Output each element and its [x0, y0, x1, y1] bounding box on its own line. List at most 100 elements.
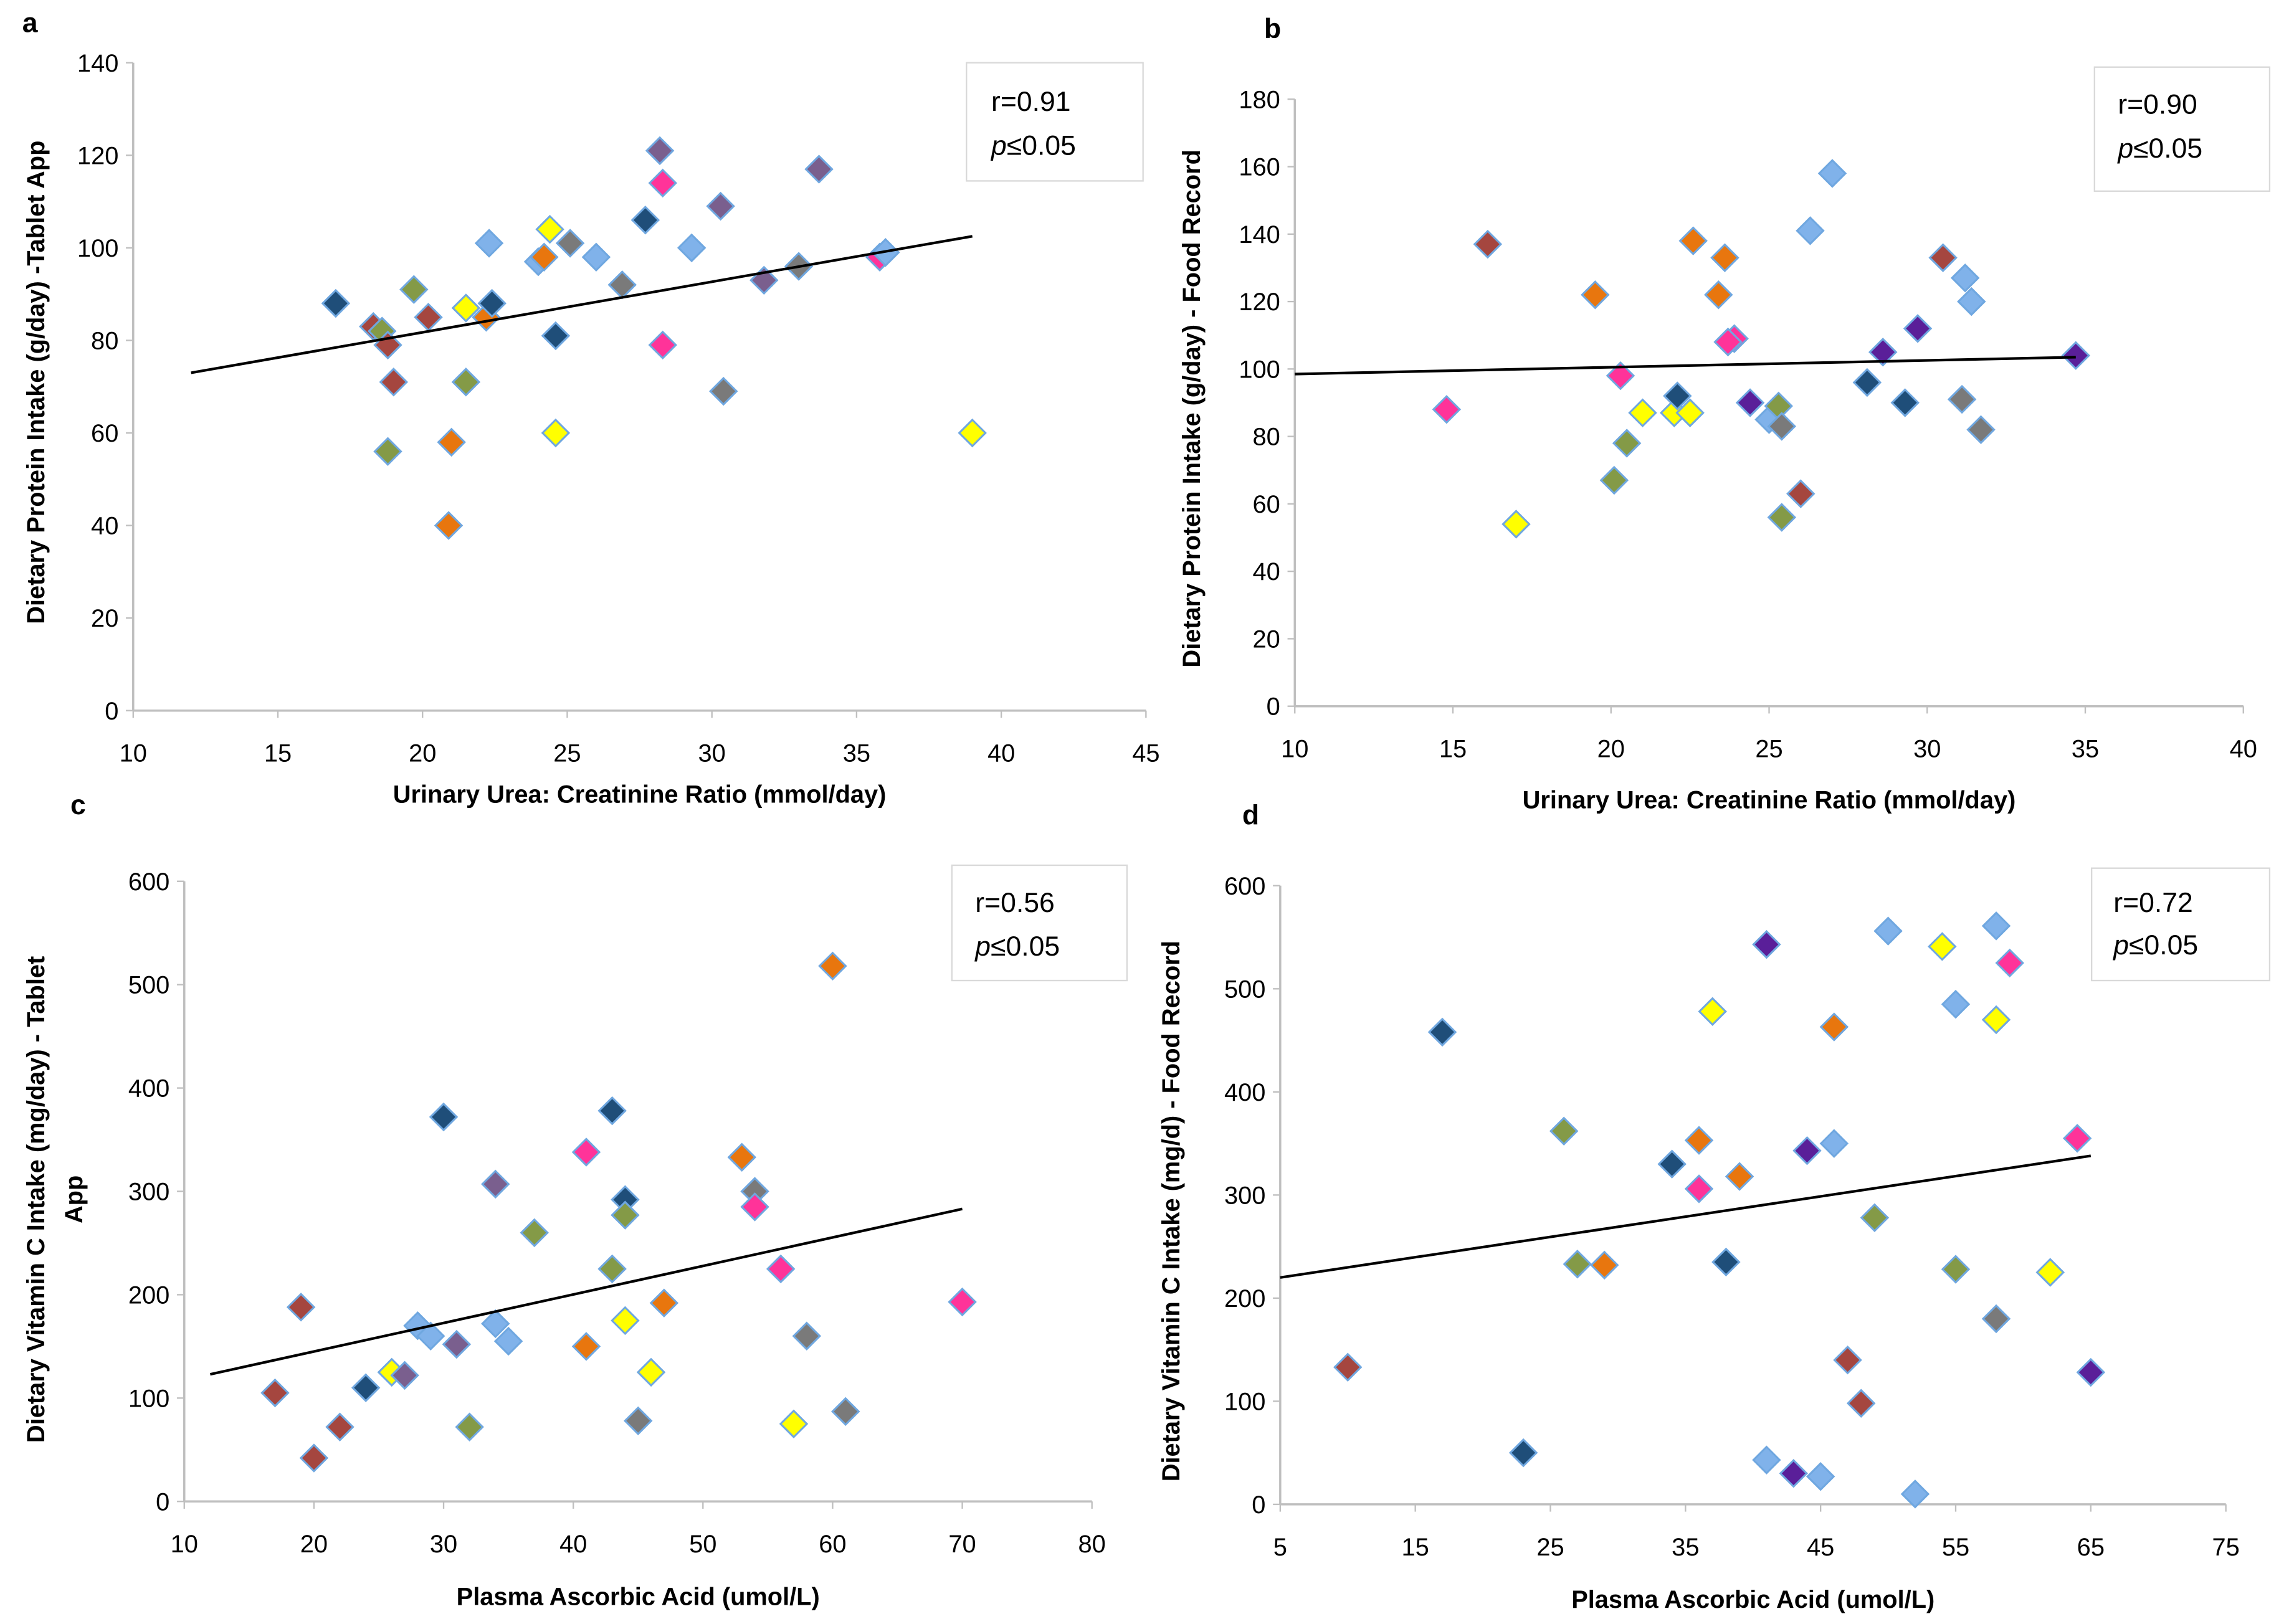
data-point	[451, 293, 481, 323]
panel-label: a	[22, 8, 39, 39]
data-point	[1903, 314, 1933, 343]
x-tick-label: 15	[1402, 1534, 1429, 1561]
data-point	[2061, 341, 2091, 370]
x-tick-label: 20	[1597, 736, 1625, 763]
r-value: r=0.91	[991, 87, 1070, 117]
data-point	[1581, 280, 1610, 310]
y-axis-title: Dietary Vitamin C Intake (mg/day) - Tabl…	[22, 956, 50, 1443]
data-point	[611, 1200, 640, 1230]
data-point	[1806, 1462, 1835, 1491]
x-axis-title: Urinary Urea: Creatinine Ratio (mmol/day…	[393, 781, 887, 808]
data-point	[1752, 929, 1781, 959]
data-point	[1473, 229, 1503, 259]
data-point	[1852, 368, 1882, 397]
stats-box: r=0.56 p≤0.05	[951, 864, 1128, 982]
data-point	[416, 1321, 445, 1351]
data-point	[493, 1326, 523, 1356]
x-tick-label: 70	[948, 1531, 976, 1558]
data-point	[597, 1096, 627, 1126]
y-tick-label: 40	[1253, 558, 1280, 586]
y-tick-label: 20	[91, 605, 118, 632]
trendline	[1295, 356, 2076, 376]
data-point	[648, 330, 677, 360]
data-point	[1995, 948, 2024, 978]
data-point	[474, 229, 504, 258]
x-tick-label: 20	[300, 1531, 328, 1558]
x-tick-label: 30	[430, 1531, 457, 1558]
data-point	[373, 437, 402, 466]
panel-label: c	[70, 790, 86, 820]
data-point	[1735, 388, 1765, 417]
y-tick-label: 0	[156, 1488, 169, 1516]
x-tick-label: 15	[1439, 736, 1467, 763]
y-tick-label: 0	[1267, 693, 1280, 721]
trendline	[191, 235, 973, 374]
p-value: p≤0.05	[990, 130, 1076, 161]
y-tick-label: 400	[1224, 1079, 1265, 1106]
data-point	[325, 1412, 355, 1442]
y-tick-label: 0	[105, 698, 118, 725]
data-point	[541, 418, 571, 448]
y-tick-label: 160	[1239, 154, 1280, 181]
data-point	[571, 1332, 601, 1361]
data-point	[1606, 361, 1635, 391]
x-tick-label: 20	[409, 740, 436, 767]
plot-area: 5 15 25 35 45 55 65 75 0 100 200 300 400 500 600	[1224, 873, 2240, 1561]
y-tick-label: 600	[1224, 873, 1265, 900]
data-point	[1966, 415, 1996, 445]
y-tick-label: 0	[1252, 1491, 1265, 1519]
r-value: r=0.72	[2113, 888, 2192, 918]
x-tick-label: 55	[1942, 1534, 1969, 1561]
data-point	[1833, 1345, 1862, 1375]
data-point	[948, 1287, 977, 1317]
data-point	[623, 1406, 653, 1436]
data-point	[1941, 1255, 1971, 1284]
x-tick-label: 25	[1755, 736, 1782, 763]
y-axis-title: Dietary Protein Intake (g/day) -Tablet A…	[22, 141, 50, 624]
data-point	[1612, 429, 1642, 458]
panel-b: b 10 15 20 25 30 35 40 0 20 40 60 80 100 120 140 160 180…	[1178, 14, 2271, 814]
stats-box: r=0.91 p≤0.05	[966, 62, 1144, 182]
data-point	[740, 1192, 769, 1222]
data-point	[1950, 263, 1980, 293]
data-point	[1713, 327, 1743, 357]
data-point	[1710, 243, 1739, 272]
x-tick-label: 40	[987, 740, 1015, 767]
data-point	[611, 1306, 640, 1336]
stats-box: r=0.72 p≤0.05	[2090, 867, 2271, 982]
x-tick-label: 65	[2077, 1534, 2105, 1561]
data-point	[379, 368, 409, 397]
data-point	[455, 1412, 484, 1442]
r-value: r=0.90	[2118, 90, 2197, 120]
data-point	[399, 275, 429, 304]
p-value: p≤0.05	[974, 931, 1060, 962]
data-point	[321, 288, 351, 318]
y-axis-title-line2: App	[60, 1175, 88, 1223]
r-value: r=0.56	[975, 888, 1054, 918]
data-point	[709, 376, 738, 406]
data-point	[1663, 381, 1692, 411]
y-tick-label: 300	[128, 1179, 169, 1206]
data-point	[260, 1378, 290, 1408]
data-point	[766, 1254, 796, 1284]
data-point	[1941, 989, 1971, 1019]
y-tick-label: 140	[77, 50, 118, 77]
data-point	[571, 1137, 601, 1167]
y-tick-label: 20	[1253, 625, 1280, 653]
x-axis-title: Plasma Ascorbic Acid (umol/L)	[1571, 1586, 1934, 1613]
data-point	[520, 1218, 549, 1248]
data-point	[1549, 1116, 1579, 1146]
x-tick-label: 25	[1536, 1534, 1564, 1561]
y-tick-label: 120	[1239, 288, 1280, 316]
data-point	[1981, 1005, 2011, 1035]
data-point	[727, 1142, 756, 1172]
y-tick-label: 100	[128, 1385, 169, 1412]
x-tick-label: 80	[1078, 1531, 1106, 1558]
y-axis-title: Dietary Protein Intake (g/day) - Food Re…	[1178, 150, 1206, 667]
y-tick-label: 300	[1224, 1182, 1265, 1209]
panel-a: a 10 15 20 25 30 35 40 45 0 20 40 60 80 100 120 140 Uri…	[22, 8, 1160, 809]
data-point	[1508, 1438, 1538, 1468]
data-point	[1890, 388, 1920, 417]
y-tick-label: 400	[128, 1075, 169, 1103]
y-tick-label: 100	[77, 235, 118, 262]
